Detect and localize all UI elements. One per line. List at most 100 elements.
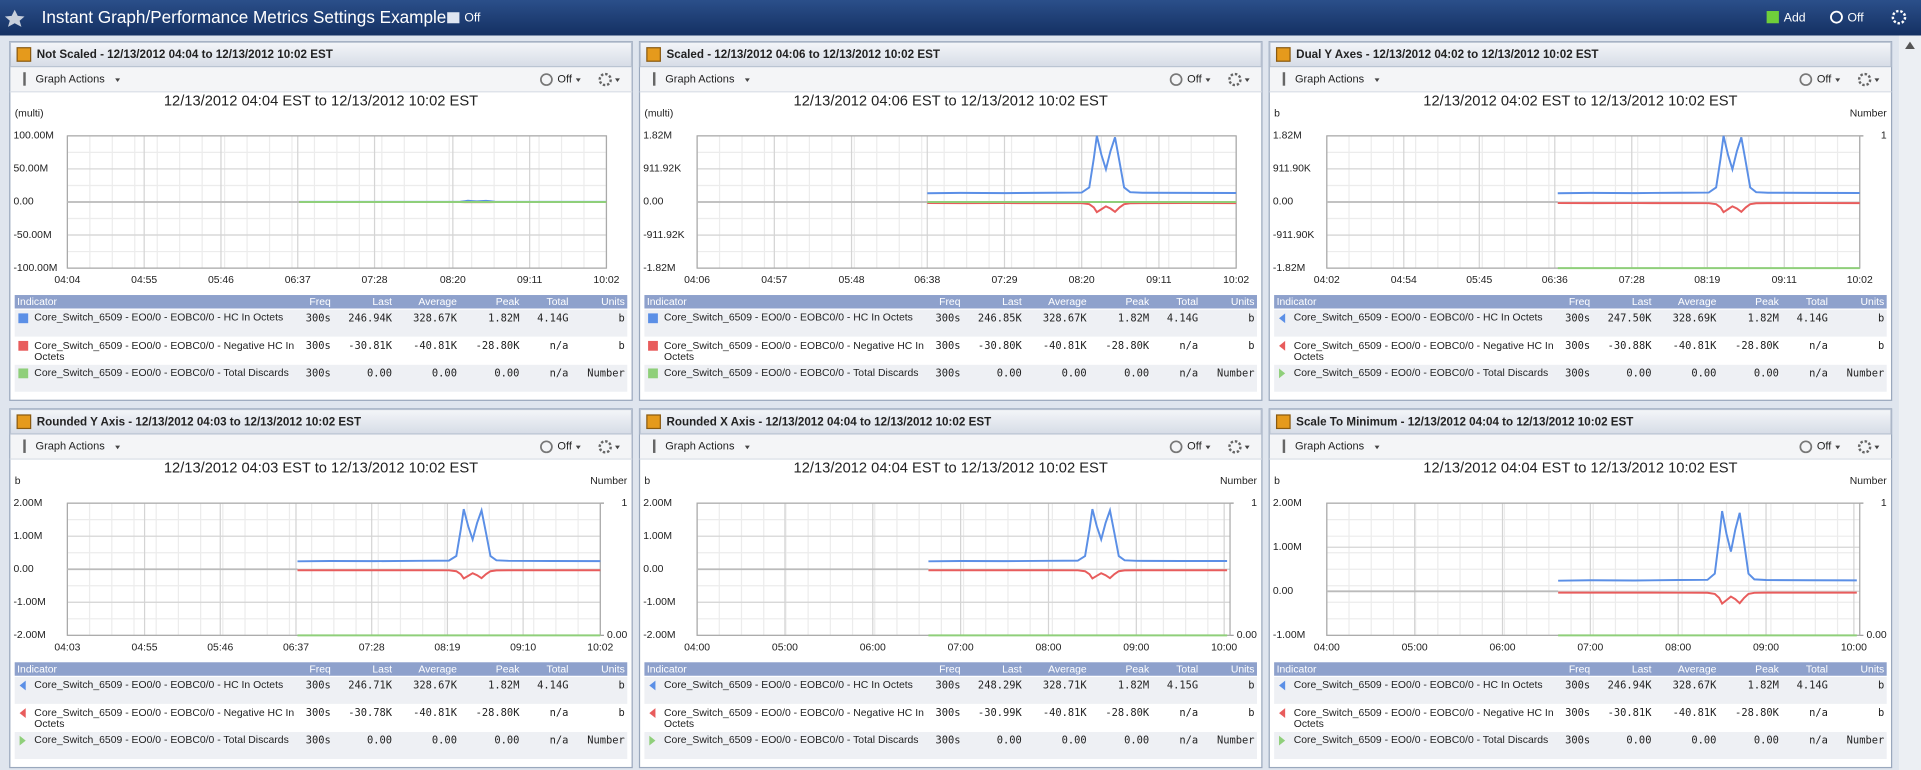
table-header <box>14 295 628 309</box>
cell-value: -28.80K <box>476 340 521 352</box>
indicator-cell: Core_Switch_6509 - EO0/0 - EOBC0/0 - Neg… <box>664 707 924 728</box>
refresh-toggle[interactable]: Off <box>557 73 572 85</box>
status-button[interactable]: Off <box>464 11 481 25</box>
scroll-up[interactable] <box>1905 41 1915 49</box>
refresh-toggle[interactable]: Off <box>557 441 572 453</box>
graph-actions-menu[interactable]: Graph Actions <box>665 73 735 85</box>
cell-value: 300s <box>306 340 331 352</box>
refresh-toggle[interactable]: Off <box>1187 441 1202 453</box>
x-tick-label: 06:00 <box>1489 642 1515 653</box>
settings-icon[interactable] <box>1891 9 1907 25</box>
y-tick-label: 0.00 <box>1273 197 1293 208</box>
cell-value: 300s <box>935 340 960 352</box>
legend-marker <box>18 368 29 379</box>
x-tick-label: 04:00 <box>684 642 710 653</box>
legend-marker <box>648 340 658 351</box>
cell-value: 248.29K <box>978 680 1023 692</box>
cell-value: n/a <box>1809 340 1828 352</box>
cell-value: -30.99K <box>978 707 1023 719</box>
y-tick-label: 0.00 <box>643 197 663 208</box>
cell-value: n/a <box>1809 707 1828 719</box>
column-header: Units <box>601 664 625 675</box>
cell-value: b <box>619 680 625 692</box>
panel-icon <box>1275 414 1291 430</box>
cell-value: 4.14G <box>1167 312 1198 324</box>
cell-value: 0.00 <box>1124 367 1149 379</box>
y-tick-label: -911.90K <box>1273 230 1314 241</box>
refresh-toggle[interactable]: Off <box>1817 73 1832 85</box>
column-header: Peak <box>496 664 520 675</box>
table-row <box>644 704 1257 732</box>
x-tick-label: 07:28 <box>359 642 385 653</box>
x-tick-label: 09:10 <box>510 642 536 653</box>
column-header: Peak <box>1755 664 1779 675</box>
y-tick-label: -1.82M <box>1273 263 1305 274</box>
scrollbar[interactable] <box>1898 35 1921 770</box>
menu-caret <box>1874 78 1880 83</box>
favorite-star[interactable] <box>4 9 25 27</box>
settings-icon[interactable] <box>598 440 612 454</box>
table-row <box>644 337 1257 365</box>
menu-caret <box>1874 445 1880 450</box>
series-line <box>927 202 1237 214</box>
indicator-cell: Core_Switch_6509 - EO0/0 - EOBC0/0 - HC … <box>1294 679 1543 689</box>
legend-marker <box>19 680 26 691</box>
menu-caret <box>1374 445 1380 450</box>
panel-icon <box>16 47 32 62</box>
cell-value: 0.00 <box>367 367 392 379</box>
cell-value: 300s <box>306 707 331 719</box>
cell-value: 0.00 <box>1124 735 1149 747</box>
graph-actions-menu[interactable]: Graph Actions <box>1295 73 1365 85</box>
refresh-button[interactable]: Off <box>1847 11 1864 25</box>
graph-actions-menu[interactable]: Graph Actions <box>36 73 106 85</box>
refresh-toggle[interactable]: Off <box>1817 441 1832 453</box>
x-tick-label: 09:11 <box>517 275 542 286</box>
settings-icon[interactable] <box>1228 440 1242 454</box>
settings-icon[interactable] <box>1857 440 1872 454</box>
table-row <box>1274 704 1887 732</box>
y-tick-label: 0.00 <box>1273 586 1293 597</box>
x-tick-label: 09:00 <box>1753 642 1779 653</box>
cell-value: b <box>1878 680 1884 692</box>
x-tick-label: 07:28 <box>1619 275 1645 286</box>
legend-marker <box>18 340 29 351</box>
refresh-icon <box>1169 440 1183 454</box>
column-header: Freq <box>939 664 961 675</box>
settings-icon[interactable] <box>1857 72 1872 87</box>
legend-marker <box>18 313 29 324</box>
graph-actions-menu[interactable]: Graph Actions <box>1295 441 1365 453</box>
table-row <box>14 309 628 337</box>
panel-title: Dual Y Axes - 12/13/2012 04:02 to 12/13/… <box>1296 48 1598 61</box>
x-tick-label: 07:29 <box>991 275 1017 286</box>
settings-icon[interactable] <box>598 72 612 87</box>
y-tick-label: -1.00M <box>643 597 675 608</box>
column-header: Freq <box>1569 664 1591 675</box>
graph-actions-menu[interactable]: Graph Actions <box>36 441 106 453</box>
add-button[interactable]: Add <box>1784 11 1806 25</box>
y-tick-label: -100.00M <box>13 263 57 274</box>
cell-value: 1.82M <box>1118 312 1149 324</box>
cell-value: 328.67K <box>413 312 458 324</box>
y-tick-label: 1.82M <box>643 131 672 142</box>
y-tick-label: 2.00M <box>643 498 672 509</box>
series-line <box>1558 591 1857 606</box>
settings-icon[interactable] <box>1228 72 1242 87</box>
cell-value: 0.00 <box>494 735 519 747</box>
x-tick-label: 09:00 <box>1123 642 1149 653</box>
cell-value: 0.00 <box>1691 367 1716 379</box>
series-line <box>1557 202 1860 214</box>
cell-value: 247.50K <box>1608 312 1653 324</box>
refresh-toggle[interactable]: Off <box>1187 73 1202 85</box>
graph-actions-menu[interactable]: Graph Actions <box>665 441 735 453</box>
x-tick-label: 04:55 <box>132 642 158 653</box>
chart-title: 12/13/2012 04:06 EST to 12/13/2012 10:02… <box>794 93 1108 109</box>
series-line <box>1558 510 1857 582</box>
cell-value: 300s <box>935 707 960 719</box>
x-tick-label: 06:36 <box>1542 275 1568 286</box>
indicator-cell: Core_Switch_6509 - EO0/0 - EOBC0/0 - Neg… <box>1294 707 1554 728</box>
cell-value: 0.00 <box>1691 735 1716 747</box>
column-header: Indicator <box>17 664 57 675</box>
dashboard-title[interactable]: Instant Graph/Performance Metrics Settin… <box>42 7 461 27</box>
y-tick-label: -1.00M <box>13 597 45 608</box>
indicator-name: Core_Switch_6509 - EO0/0 - EOBC0/0 - Tot… <box>34 367 289 379</box>
